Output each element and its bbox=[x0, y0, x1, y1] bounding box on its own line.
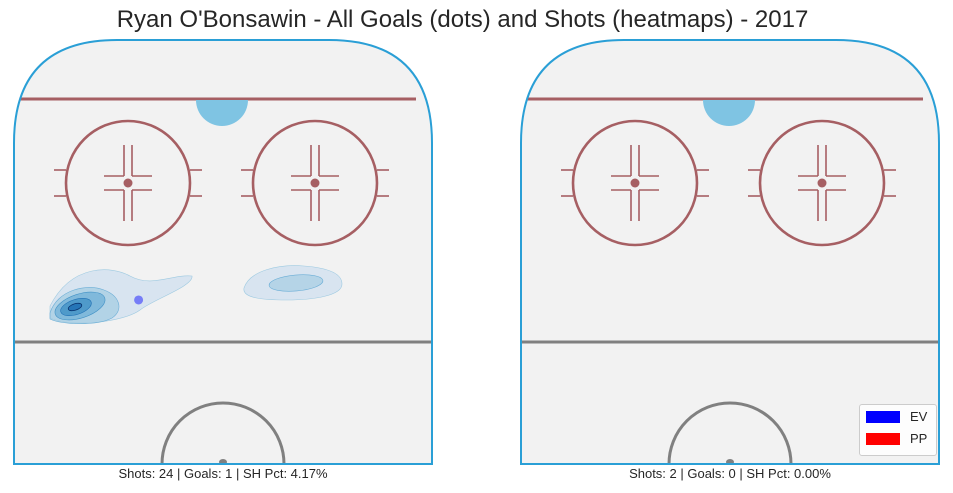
legend-item-pp: PP bbox=[866, 431, 927, 446]
ice-surface bbox=[521, 40, 939, 464]
faceoff-circle-right bbox=[241, 119, 389, 247]
faceoff-ring bbox=[64, 119, 192, 247]
heat-contour bbox=[268, 274, 324, 292]
faceoff-dot bbox=[817, 178, 827, 188]
faceoff-circle-left bbox=[561, 119, 709, 247]
rink-boards bbox=[13, 39, 433, 465]
center-circle bbox=[160, 401, 286, 465]
goal-dot bbox=[134, 295, 144, 305]
faceoff-circle-right bbox=[748, 119, 896, 247]
legend-swatch-pp bbox=[866, 432, 900, 445]
center-circle bbox=[667, 401, 793, 465]
faceoff-dot bbox=[630, 178, 640, 188]
caption-left: Shots: 24 | Goals: 1 | SH Pct: 4.17% bbox=[118, 466, 328, 481]
rink-left bbox=[13, 39, 433, 465]
goal-crease bbox=[703, 100, 755, 126]
faceoff-dot bbox=[310, 178, 320, 188]
shot-heatmap bbox=[49, 265, 343, 324]
legend-label-ev: EV bbox=[910, 409, 928, 424]
faceoff-ring bbox=[571, 119, 699, 247]
heat-contour bbox=[67, 302, 83, 312]
rink-right bbox=[520, 39, 940, 465]
legend-swatch-ev bbox=[866, 410, 900, 423]
goal-crease bbox=[196, 100, 248, 126]
faceoff-ring bbox=[251, 119, 379, 247]
caption-right: Shots: 2 | Goals: 0 | SH Pct: 0.00% bbox=[629, 466, 831, 481]
faceoff-ring bbox=[758, 119, 886, 247]
faceoff-dot bbox=[123, 178, 133, 188]
faceoff-circle-left bbox=[54, 119, 202, 247]
legend: EV PP bbox=[859, 404, 937, 456]
rink-boards bbox=[520, 39, 940, 465]
ice-surface bbox=[14, 40, 432, 464]
legend-label-pp: PP bbox=[910, 431, 928, 446]
legend-item-ev: EV bbox=[866, 409, 927, 424]
chart-title: Ryan O'Bonsawin - All Goals (dots) and S… bbox=[116, 6, 809, 33]
